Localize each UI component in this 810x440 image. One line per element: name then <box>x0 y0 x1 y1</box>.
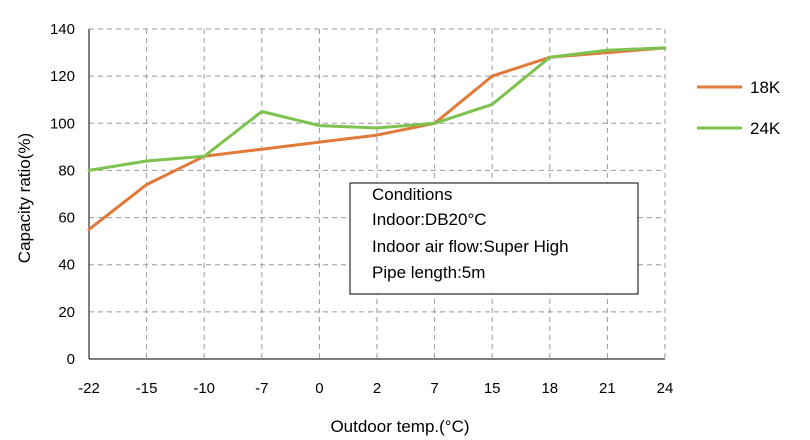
x-tick-label: -10 <box>193 380 215 397</box>
axes <box>88 29 665 360</box>
x-tick-label: 18 <box>541 380 558 397</box>
series-line-24k <box>87 46 667 172</box>
x-tick-label: 7 <box>430 380 438 397</box>
legend-label-24k: 24K <box>750 119 781 138</box>
conditions-indoor-temp: Indoor:DB20°C <box>372 210 487 229</box>
conditions-box-frame <box>349 182 639 295</box>
y-tick-label: 60 <box>58 210 75 227</box>
y-tick-label: 20 <box>58 304 75 321</box>
legend-label-18k: 18K <box>750 78 781 97</box>
x-tick-label: -15 <box>136 380 158 397</box>
x-tick-label: 2 <box>373 380 381 397</box>
x-axis-label: Outdoor temp.(°C) <box>330 417 469 436</box>
x-tick-label: -22 <box>78 380 100 397</box>
y-tick-label: 100 <box>50 115 75 132</box>
y-tick-label: 80 <box>58 162 75 179</box>
conditions-pipe-length: Pipe length:5m <box>372 263 485 282</box>
y-tick-label: 0 <box>67 351 75 368</box>
x-tick-label: 0 <box>315 380 323 397</box>
x-tick-label: 24 <box>657 380 674 397</box>
conditions-air-flow: Indoor air flow:Super High <box>372 237 569 256</box>
series-lines <box>87 46 667 231</box>
x-tick-label: 21 <box>599 380 616 397</box>
conditions-title: Conditions <box>372 185 452 204</box>
x-tick-label: -7 <box>255 380 268 397</box>
y-axis-label: Capacity ratio(%) <box>15 133 34 263</box>
y-tick-label: 40 <box>58 257 75 274</box>
conditions-box: Conditions Indoor:DB20°C Indoor air flow… <box>349 182 639 295</box>
y-tick-label: 140 <box>50 21 75 38</box>
y-tick-labels: 0 20 40 60 80 100 120 140 <box>50 21 75 368</box>
x-tick-labels: -22 -15 -10 -7 0 2 7 15 18 21 24 <box>78 380 673 397</box>
x-tick-label: 15 <box>484 380 501 397</box>
y-tick-label: 120 <box>50 68 75 85</box>
legend: 18K 24K <box>697 78 781 138</box>
